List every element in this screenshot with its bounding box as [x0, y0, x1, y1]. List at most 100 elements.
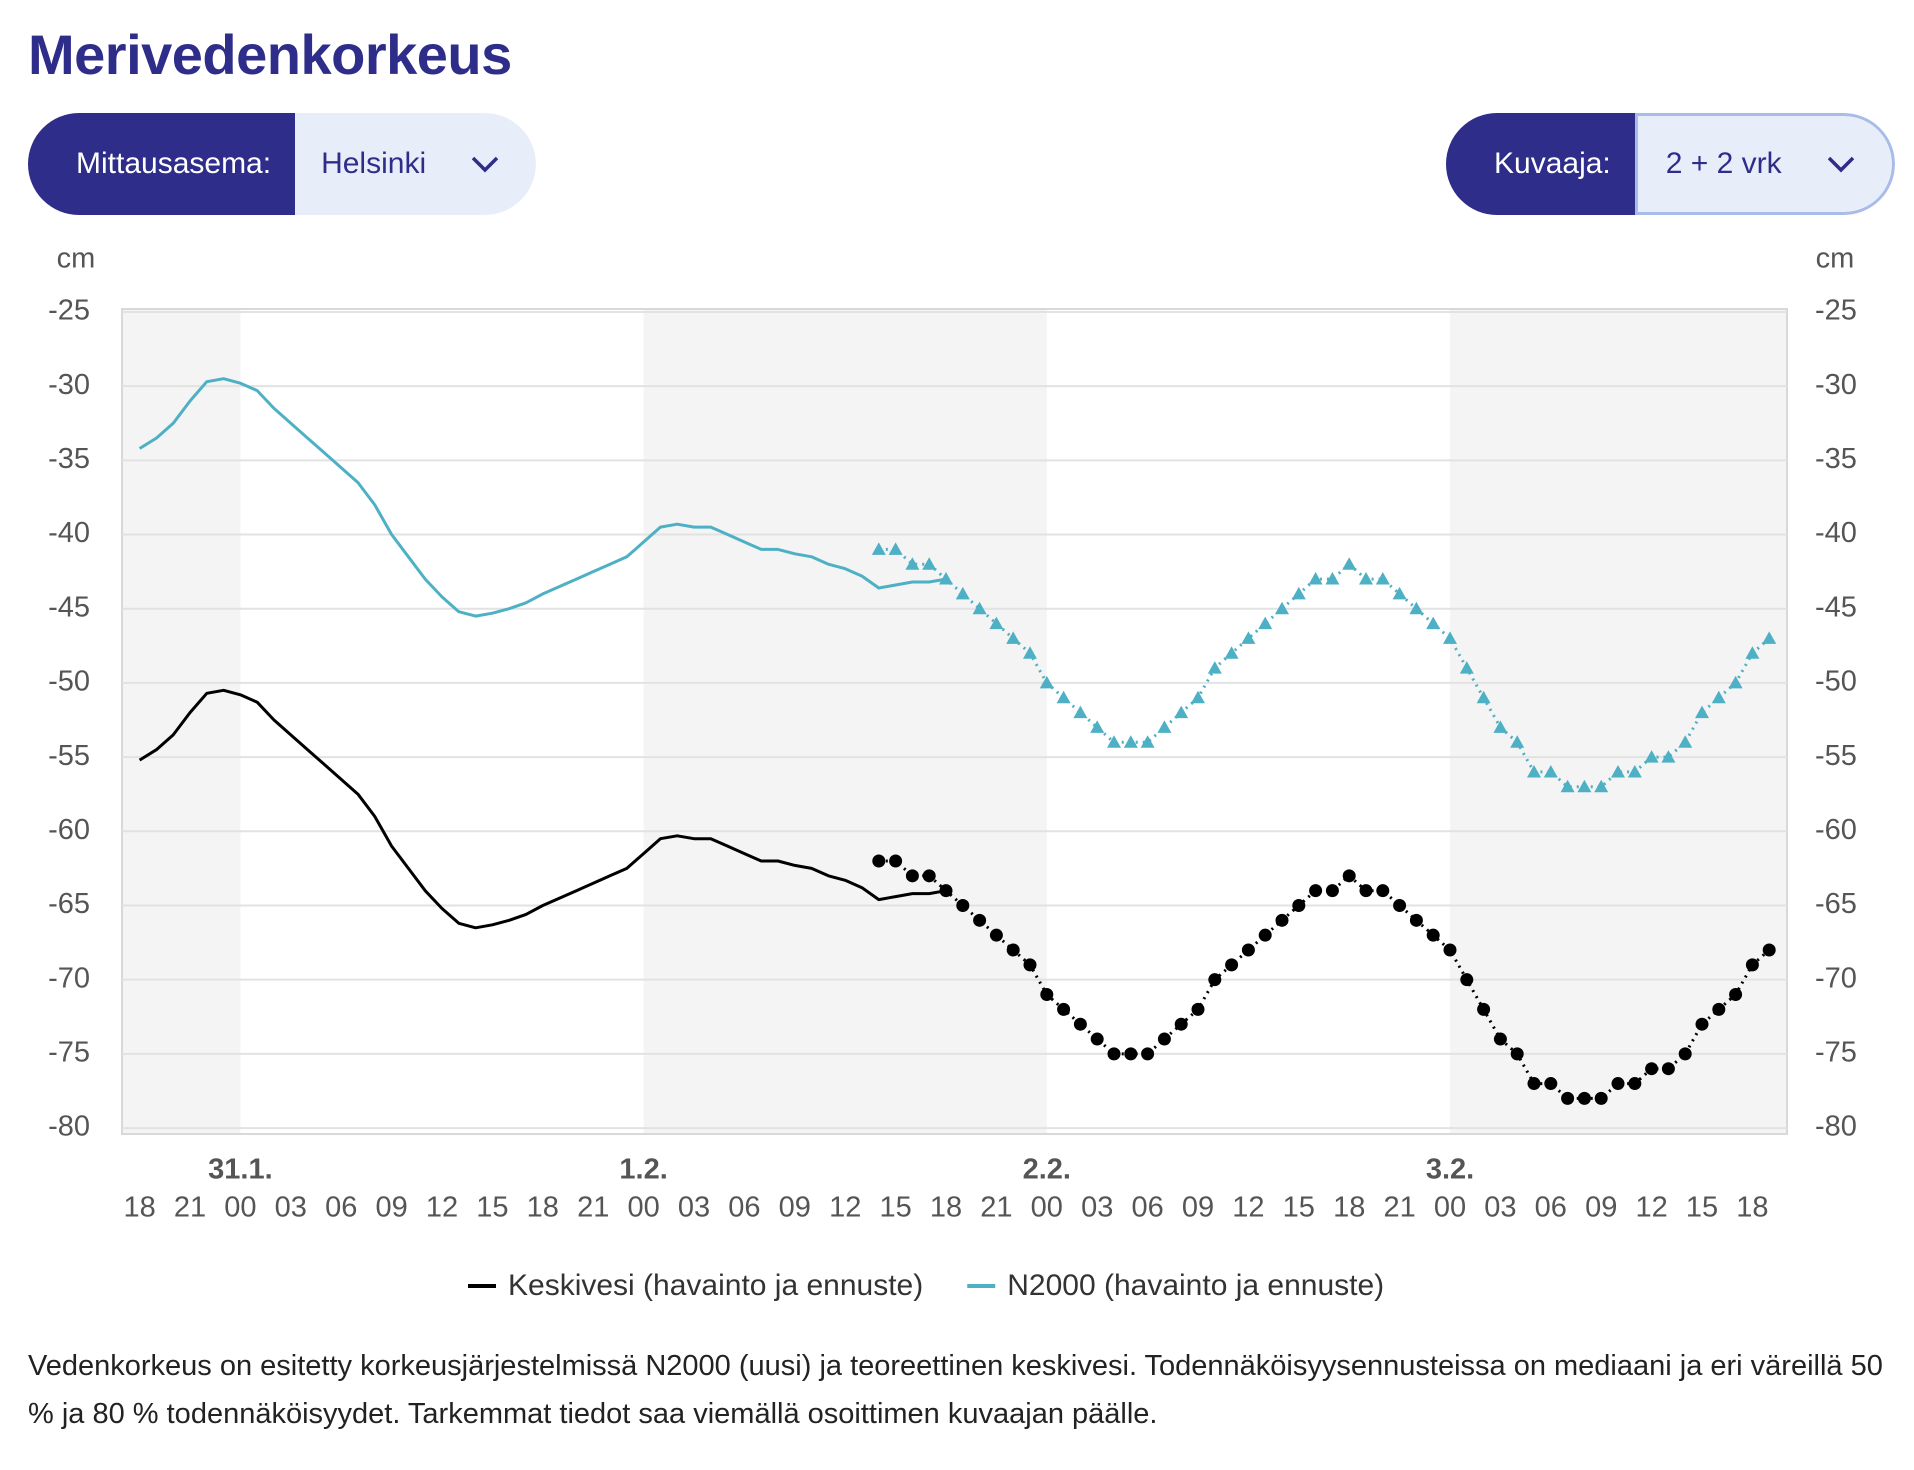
- forecast-marker: [1258, 616, 1273, 630]
- observation-line: [138, 688, 947, 930]
- forecast-marker: [1291, 586, 1306, 600]
- y-tick-label: -30: [48, 369, 90, 401]
- forecast-marker: [1141, 1047, 1155, 1061]
- select-value[interactable]: Helsinki: [295, 113, 537, 215]
- x-tick-label: 21: [980, 1192, 1012, 1224]
- forecast-marker: [872, 854, 886, 868]
- forecast-marker: [1695, 705, 1709, 719]
- forecast-marker: [889, 854, 903, 868]
- forecast-marker: [1577, 1091, 1591, 1105]
- forecast-marker: [1309, 884, 1323, 898]
- forecast-marker: [1039, 675, 1054, 689]
- y2-tick-label: -40: [1815, 517, 1857, 549]
- forecast-marker: [1241, 943, 1255, 957]
- forecast-marker: [1157, 1032, 1171, 1046]
- x-tick-label: 03: [1081, 1192, 1113, 1224]
- y-tick-label: -35: [48, 443, 90, 475]
- legend-label: Keskivesi (havainto ja ennuste): [508, 1269, 923, 1302]
- forecast-marker: [1191, 690, 1205, 704]
- forecast-marker: [1493, 720, 1508, 733]
- forecast-marker: [1393, 898, 1407, 912]
- forecast-marker: [1426, 928, 1440, 942]
- forecast-marker: [1577, 779, 1592, 793]
- y2-tick-label: -75: [1815, 1037, 1857, 1069]
- forecast-marker: [1762, 943, 1776, 957]
- forecast-marker: [1729, 988, 1743, 1002]
- chevron: [471, 156, 499, 173]
- forecast-marker: [1712, 1002, 1726, 1016]
- forecast-marker: [1191, 1002, 1205, 1016]
- forecast-marker: [1695, 1017, 1709, 1031]
- forecast-marker: [922, 869, 936, 883]
- y2-tick-label: -60: [1815, 814, 1857, 846]
- date-label: 3.2.: [1426, 1154, 1474, 1186]
- forecast-marker: [939, 572, 953, 585]
- forecast-marker: [1594, 779, 1609, 793]
- x-tick-label: 00: [1434, 1192, 1466, 1224]
- x-tick-label: 21: [174, 1192, 206, 1224]
- select-text: Helsinki: [321, 147, 427, 180]
- y2-tick-label: -30: [1815, 369, 1857, 401]
- x-tick-label: 09: [1182, 1192, 1214, 1224]
- forecast-marker: [1645, 1062, 1659, 1076]
- x-tick-label: 18: [1736, 1192, 1768, 1224]
- forecast-marker: [871, 542, 886, 555]
- x-tick-label: 12: [1635, 1192, 1667, 1224]
- y2-tick-label: -70: [1815, 962, 1857, 994]
- forecast-marker: [1308, 572, 1323, 585]
- forecast-marker: [1124, 1047, 1138, 1061]
- forecast-marker: [1107, 735, 1121, 748]
- x-tick-label: 21: [577, 1192, 609, 1224]
- x-tick-label: 00: [224, 1192, 256, 1224]
- x-tick-label: 00: [627, 1192, 659, 1224]
- forecast-marker: [888, 542, 903, 555]
- forecast-marker: [1661, 750, 1676, 763]
- y-tick-label: -40: [48, 517, 90, 549]
- forecast-marker: [1678, 1047, 1692, 1061]
- forecast-marker: [1073, 1017, 1087, 1031]
- date-label: 31.1.: [208, 1154, 273, 1186]
- forecast-marker: [1023, 958, 1037, 972]
- forecast-marker: [1174, 1017, 1188, 1031]
- forecast-marker: [1023, 646, 1037, 659]
- forecast-marker: [1644, 750, 1659, 763]
- forecast-marker: [1611, 1077, 1625, 1091]
- y-tick-label: -60: [48, 814, 90, 846]
- forecast-marker: [939, 884, 953, 898]
- x-tick-label: 21: [1383, 1192, 1415, 1224]
- forecast-marker: [1459, 661, 1474, 674]
- forecast-marker: [1375, 572, 1390, 585]
- forecast-marker: [905, 869, 919, 883]
- forecast-marker: [1207, 661, 1222, 674]
- y-tick-label: -50: [48, 666, 90, 698]
- forecast-marker: [1006, 943, 1020, 957]
- forecast-marker: [1627, 764, 1642, 778]
- forecast-marker: [1493, 1032, 1507, 1046]
- station-select[interactable]: Mittausasema: Helsinki: [28, 113, 537, 215]
- date-label: 1.2.: [619, 1154, 667, 1186]
- forecast-marker: [1611, 764, 1625, 778]
- x-tick-label: 12: [1232, 1192, 1264, 1224]
- y-tick-label: -25: [48, 295, 90, 327]
- x-tick-label: 06: [1535, 1192, 1567, 1224]
- x-tick-label: 03: [678, 1192, 710, 1224]
- forecast-marker: [1225, 958, 1239, 972]
- y-tick-label: -65: [48, 888, 90, 920]
- forecast-marker: [1174, 705, 1189, 719]
- y2-tick-label: -65: [1815, 888, 1857, 920]
- forecast-marker: [1123, 735, 1138, 748]
- x-tick-label: 15: [476, 1192, 508, 1224]
- chevron: [1827, 156, 1854, 173]
- select-value[interactable]: 2 + 2 vrk: [1634, 113, 1895, 215]
- forecast-marker: [1543, 764, 1558, 778]
- y-tick-label: -70: [48, 962, 90, 994]
- forecast-marker: [1157, 720, 1172, 733]
- forecast-marker: [1241, 631, 1256, 644]
- forecast-marker: [1544, 1077, 1558, 1091]
- forecast-marker: [1560, 779, 1575, 793]
- graph-select[interactable]: Kuvaaja: 2 + 2 vrk: [1446, 113, 1895, 215]
- forecast-marker: [1090, 1032, 1104, 1046]
- x-tick-label: 15: [1686, 1192, 1718, 1224]
